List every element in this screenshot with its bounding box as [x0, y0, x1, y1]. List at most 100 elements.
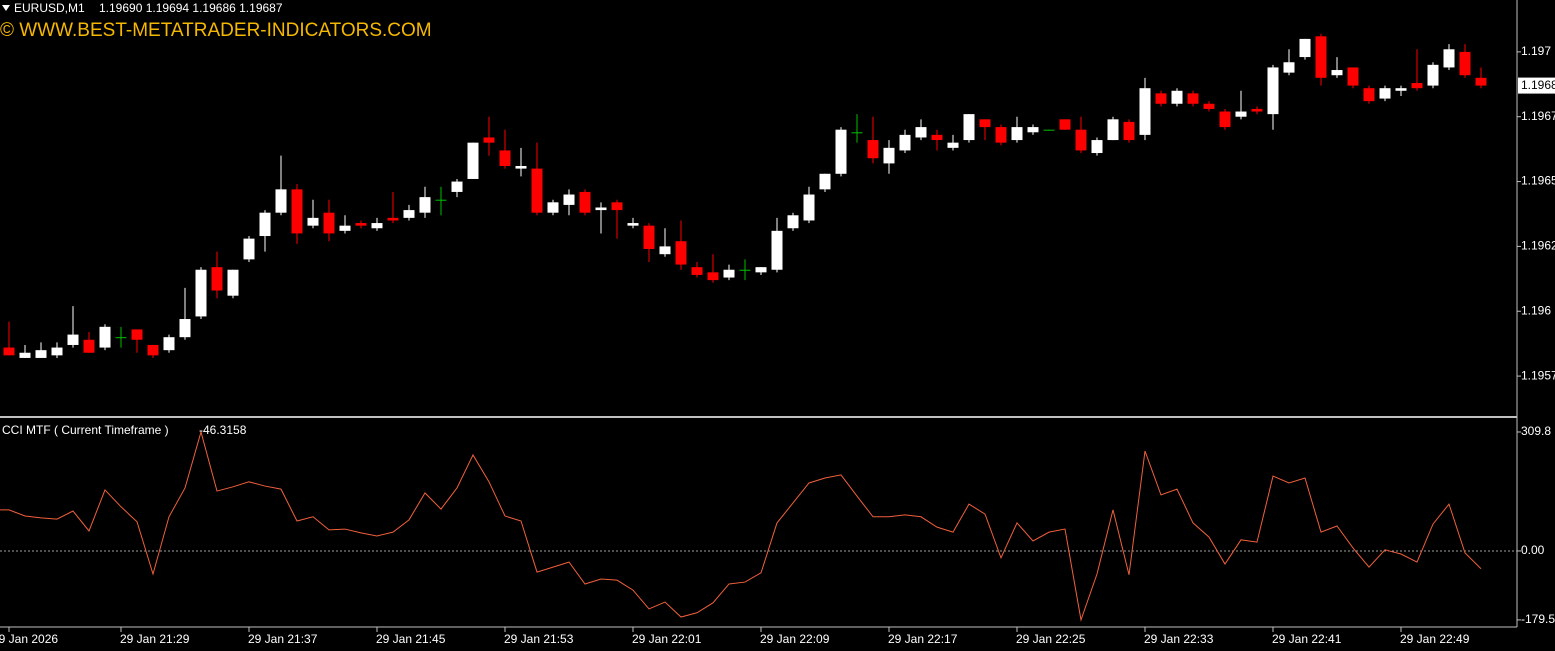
candle-body [819, 173, 831, 190]
x-tick-label: 29 Jan 22:09 [760, 632, 830, 646]
candle-body [1155, 93, 1167, 104]
candle-body [291, 189, 303, 234]
candle-body [1139, 88, 1151, 135]
candle-body [83, 339, 95, 353]
candle-body [1363, 88, 1375, 102]
candle-body [947, 142, 959, 148]
candle-body [307, 217, 319, 226]
candle-body [403, 210, 415, 218]
candle-body [211, 267, 223, 291]
candle-body [323, 212, 335, 234]
candle-body [643, 225, 655, 249]
candle-body [179, 319, 191, 338]
candle-body [995, 127, 1007, 143]
candle-body [1443, 49, 1455, 68]
x-tick-label: 29 Jan 21:53 [504, 632, 574, 646]
candle-body [547, 202, 559, 213]
candle-body [1059, 119, 1071, 130]
candle-body [755, 267, 767, 273]
y-tick-label: 0.00 [1521, 543, 1545, 557]
candle-body [1251, 108, 1263, 112]
candle-body [1427, 64, 1439, 86]
y-tick-label: 309.8 [1521, 424, 1551, 438]
x-tick-label: 29 Jan 22:17 [888, 632, 958, 646]
candle-body [1075, 129, 1087, 151]
candle-body [275, 189, 287, 213]
y-tick-label: 1.196 [1521, 303, 1551, 317]
candle-body [803, 194, 815, 221]
candle-body [243, 238, 255, 260]
candle-body [1123, 121, 1135, 141]
y-tick-label: 1.1965 [1521, 174, 1555, 188]
candle-body [771, 230, 783, 270]
candle-body [35, 350, 47, 358]
candle-body [675, 241, 687, 265]
candle-body [419, 197, 431, 213]
indicator-title: CCI MTF ( Current Timeframe ) [2, 423, 169, 437]
candle-body [1347, 67, 1359, 86]
candle-body [467, 142, 479, 179]
x-tick-label: 29 Jan 22:49 [1400, 632, 1470, 646]
candle-body [1411, 83, 1423, 89]
candle-body [1011, 127, 1023, 141]
x-tick-label: 29 Jan 22:33 [1144, 632, 1214, 646]
candle-body [1043, 129, 1055, 131]
candle-body [1299, 38, 1311, 58]
indicator-value: -46.3158 [199, 423, 247, 437]
x-tick-label: 29 Jan 22:41 [1272, 632, 1342, 646]
candle-body [1091, 140, 1103, 154]
candle-body [51, 347, 63, 356]
candle-body [499, 150, 511, 166]
x-tick-label: 29 Jan 22:25 [1016, 632, 1086, 646]
candle-body [899, 134, 911, 151]
candle-body [515, 166, 527, 169]
x-tick-label: 29 Jan 21:37 [248, 632, 318, 646]
candle-body [99, 326, 111, 348]
candle-body [1203, 103, 1215, 109]
candle-body [371, 223, 383, 229]
candle-body [1027, 127, 1039, 133]
candle-body [3, 347, 15, 356]
candle-body [163, 337, 175, 351]
candle-body [339, 225, 351, 231]
x-tick-label: 29 Jan 21:45 [376, 632, 446, 646]
candle-body [67, 334, 79, 345]
candle-body [147, 344, 159, 356]
candle-body [659, 246, 671, 255]
candle-body [1107, 119, 1119, 141]
candle-body [451, 181, 463, 192]
candle-body [19, 352, 31, 358]
candle-body [611, 202, 623, 211]
candle-body [787, 215, 799, 229]
candle-body [1395, 88, 1407, 91]
candle-body [835, 129, 847, 174]
candle-body [1171, 90, 1183, 104]
candle-body [531, 168, 543, 213]
candle-body [707, 272, 719, 281]
candle-body [723, 269, 735, 278]
y-tick-label: 1.19625 [1521, 239, 1555, 253]
candle-body [1475, 77, 1487, 86]
candle-body [979, 119, 991, 128]
y-tick-label: -179.5 [1521, 612, 1555, 626]
candle-body [1379, 88, 1391, 99]
candle-body [115, 337, 127, 339]
candle-body [691, 267, 703, 275]
candle-body [931, 134, 943, 141]
candle-body [227, 269, 239, 296]
candle-body [627, 223, 639, 226]
ohlc-text: 1.19690 1.19694 1.19686 1.19687 [99, 1, 283, 15]
candle-body [1267, 67, 1279, 115]
candle-body [563, 194, 575, 205]
candle-body [1283, 62, 1295, 73]
candle-body [595, 207, 607, 211]
candle-body [1459, 51, 1471, 76]
y-tick-label: 1.19675 [1521, 109, 1555, 123]
watermark: © WWW.BEST-METATRADER-INDICATORS.COM [0, 20, 432, 41]
candle-body [739, 269, 751, 271]
x-tick-label: 29 Jan 22:01 [632, 632, 702, 646]
symbol-icon [2, 5, 10, 11]
